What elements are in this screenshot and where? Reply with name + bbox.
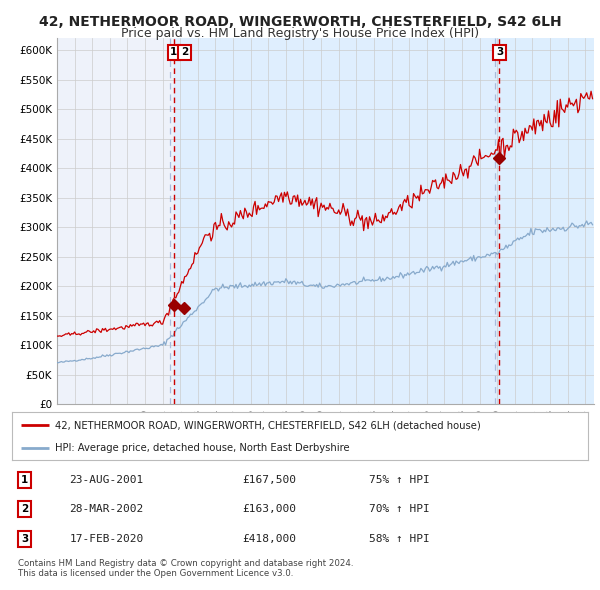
Text: 42, NETHERMOOR ROAD, WINGERWORTH, CHESTERFIELD, S42 6LH (detached house): 42, NETHERMOOR ROAD, WINGERWORTH, CHESTE… — [55, 420, 481, 430]
Text: 28-MAR-2002: 28-MAR-2002 — [70, 504, 144, 514]
Text: 42, NETHERMOOR ROAD, WINGERWORTH, CHESTERFIELD, S42 6LH: 42, NETHERMOOR ROAD, WINGERWORTH, CHESTE… — [38, 15, 562, 30]
Text: 2: 2 — [181, 48, 188, 57]
Text: 2: 2 — [21, 504, 28, 514]
Bar — [499, 38, 594, 404]
Text: 3: 3 — [496, 48, 503, 57]
Text: 1: 1 — [170, 48, 178, 57]
Text: 17-FEB-2020: 17-FEB-2020 — [70, 534, 144, 543]
Text: This data is licensed under the Open Government Licence v3.0.: This data is licensed under the Open Gov… — [18, 569, 293, 578]
Text: £167,500: £167,500 — [242, 475, 296, 484]
Text: HPI: Average price, detached house, North East Derbyshire: HPI: Average price, detached house, Nort… — [55, 443, 350, 453]
Text: 23-AUG-2001: 23-AUG-2001 — [70, 475, 144, 484]
Bar — [174, 38, 594, 404]
Text: 58% ↑ HPI: 58% ↑ HPI — [369, 534, 430, 543]
Text: £418,000: £418,000 — [242, 534, 296, 543]
Text: 75% ↑ HPI: 75% ↑ HPI — [369, 475, 430, 484]
Text: £163,000: £163,000 — [242, 504, 296, 514]
Text: 3: 3 — [21, 534, 28, 543]
Text: Price paid vs. HM Land Registry's House Price Index (HPI): Price paid vs. HM Land Registry's House … — [121, 27, 479, 40]
Text: 70% ↑ HPI: 70% ↑ HPI — [369, 504, 430, 514]
Text: 1: 1 — [21, 475, 28, 484]
Text: Contains HM Land Registry data © Crown copyright and database right 2024.: Contains HM Land Registry data © Crown c… — [18, 559, 353, 568]
